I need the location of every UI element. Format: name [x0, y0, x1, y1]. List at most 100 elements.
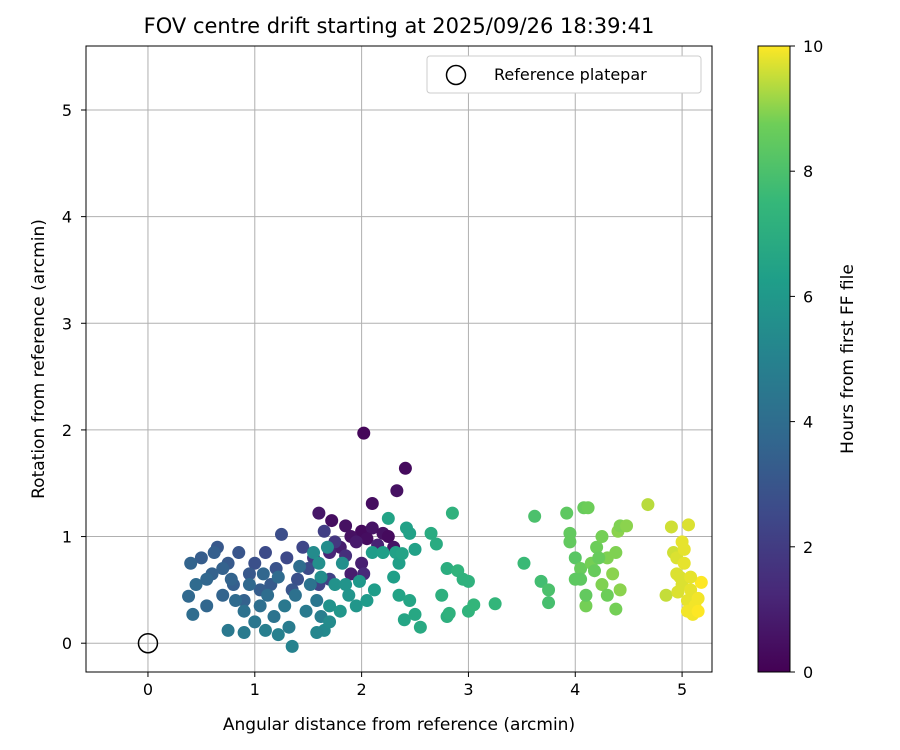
- data-point: [248, 615, 262, 629]
- data-point: [342, 588, 356, 602]
- data-point: [274, 527, 288, 541]
- data-point: [429, 537, 443, 551]
- y-tick-label: 1: [62, 528, 72, 547]
- data-point: [293, 559, 307, 573]
- data-point: [691, 591, 705, 605]
- x-tick-label: 2: [357, 680, 367, 699]
- data-point: [325, 514, 339, 528]
- data-point: [216, 588, 230, 602]
- data-point: [461, 574, 475, 588]
- data-point: [592, 551, 606, 565]
- y-tick-label: 2: [62, 421, 72, 440]
- x-tick-label: 4: [570, 680, 580, 699]
- data-point: [694, 575, 708, 589]
- data-point: [581, 501, 595, 515]
- data-point: [299, 604, 313, 618]
- data-point: [261, 588, 275, 602]
- data-point: [256, 567, 270, 581]
- data-point: [587, 564, 601, 578]
- data-point: [442, 606, 456, 620]
- x-axis-ticks: 0 1 2 3 4 5: [143, 672, 687, 699]
- data-point: [397, 613, 411, 627]
- data-point: [517, 556, 531, 570]
- legend-label: Reference platepar: [494, 65, 647, 84]
- x-tick-label: 1: [250, 680, 260, 699]
- data-point: [229, 594, 243, 608]
- data-point: [528, 509, 542, 523]
- data-point: [278, 599, 292, 613]
- data-point: [282, 620, 296, 634]
- data-point: [200, 572, 214, 586]
- data-point: [307, 546, 321, 560]
- data-point: [339, 578, 353, 592]
- data-point: [232, 546, 246, 560]
- x-tick-label: 3: [463, 680, 473, 699]
- data-point: [691, 604, 705, 618]
- data-point: [237, 626, 251, 640]
- data-point: [574, 562, 588, 576]
- colorbar-tick-label: 4: [803, 413, 813, 432]
- data-point: [376, 546, 390, 560]
- data-point: [271, 570, 285, 584]
- data-point: [641, 498, 655, 512]
- data-point: [681, 518, 695, 532]
- data-point: [365, 521, 379, 535]
- data-point: [357, 426, 371, 440]
- data-point: [216, 562, 230, 576]
- data-point: [568, 572, 582, 586]
- data-point: [224, 572, 238, 586]
- data-point: [595, 578, 609, 592]
- data-point: [542, 596, 556, 610]
- data-point: [267, 610, 281, 624]
- data-point: [403, 526, 417, 540]
- data-point: [291, 572, 305, 586]
- data-point: [323, 615, 337, 629]
- data-point: [242, 567, 256, 581]
- data-point: [467, 598, 481, 612]
- data-point: [613, 583, 627, 597]
- data-point: [182, 589, 196, 603]
- reference-point-marker: [137, 632, 159, 654]
- data-point: [349, 535, 363, 549]
- data-point: [408, 607, 422, 621]
- colorbar-label: Hours from first FF file: [838, 264, 858, 454]
- data-point: [381, 511, 395, 525]
- data-point: [542, 583, 556, 597]
- data-point: [579, 588, 593, 602]
- data-point: [620, 519, 634, 533]
- data-point: [221, 623, 235, 637]
- data-point: [659, 588, 673, 602]
- data-point: [194, 551, 208, 565]
- data-point: [390, 484, 404, 498]
- data-point: [684, 583, 698, 597]
- data-point: [186, 607, 200, 621]
- data-point: [534, 574, 548, 588]
- data-point: [365, 546, 379, 560]
- data-point: [560, 506, 574, 520]
- data-point: [445, 506, 459, 520]
- data-point: [664, 520, 678, 534]
- data-point: [367, 583, 381, 597]
- x-axis-label: Angular distance from reference (arcmin): [223, 715, 575, 735]
- data-point: [395, 547, 409, 561]
- y-axis-ticks: 0 1 2 3 4 5: [62, 101, 86, 653]
- colorbar-tick-label: 0: [803, 663, 813, 682]
- data-point: [568, 551, 582, 565]
- data-point: [323, 599, 337, 613]
- data-point: [381, 530, 395, 544]
- data-point: [296, 540, 310, 554]
- data-point: [488, 597, 502, 611]
- data-point: [312, 556, 326, 570]
- colorbar-tick-label: 10: [803, 37, 823, 56]
- data-point: [355, 556, 369, 570]
- data-point: [189, 578, 203, 592]
- data-point: [677, 556, 691, 570]
- data-point: [579, 599, 593, 613]
- data-point: [344, 567, 358, 581]
- data-point: [339, 519, 353, 533]
- data-point: [314, 570, 328, 584]
- data-point: [248, 556, 262, 570]
- data-point: [312, 506, 326, 520]
- data-point: [253, 599, 267, 613]
